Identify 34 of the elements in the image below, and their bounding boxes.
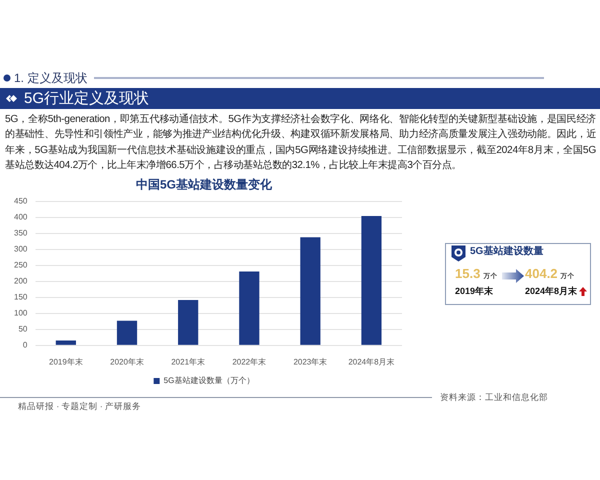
text: 5G，全称5th-generation，即第五代移动通信技术。5G作为支撑经济社会数字化、网络化、智能化转型的关键新型基础设施，是国民经济的基础性、先导性和引领性产业，能够为推进产业结构优化升级、构建双循环新发展格局、助力经济高质量发展注入强劲动能。因此，近年来，5G基站成为我国新一代信息技术基础设施建设的重点，国内5G网络建设持续推进。工信部数据显示，截至2024年8月末，全国5G基站总数达404.2万个，比上年末净增66.5万个，占移动基站总数的32.1%，占比较上年末提高3个百分点。 (5, 112, 596, 174)
chart-title: 中国5G基站建设数量变化 (136, 178, 273, 192)
y-tick-label: 400 (14, 212, 28, 222)
x-tick-label: 2022年末 (232, 357, 266, 366)
y-tick-label: 50 (18, 324, 28, 334)
text: 5G行业定义及现状 (24, 89, 150, 109)
text: 1. 定义及现状 (14, 70, 88, 86)
y-tick-label: 350 (14, 228, 28, 238)
legend-label: 5G基站建设数量（万个） (164, 376, 254, 386)
x-tick-label: 2020年末 (110, 357, 144, 366)
bar (56, 340, 76, 345)
y-tick-label: 200 (14, 276, 28, 286)
y-tick-label: 150 (14, 292, 28, 302)
y-tick-label: 450 (14, 196, 28, 206)
y-tick-label: 250 (14, 260, 28, 270)
text: 404.2 (525, 266, 558, 281)
bar (361, 216, 382, 345)
text: 5G基站建设数量 (470, 245, 544, 259)
text: 2019年末 (455, 285, 494, 298)
bar (178, 300, 198, 345)
text: 15.3 (455, 266, 480, 281)
x-tick-label: 2019年末 (49, 357, 83, 366)
x-tick-label: 2023年末 (293, 357, 328, 366)
y-tick-label: 100 (14, 308, 28, 318)
x-tick-label: 2021年末 (171, 357, 206, 366)
bar (300, 237, 320, 345)
text: 2024年8月末 (525, 285, 578, 298)
y-tick-label: 0 (22, 340, 28, 350)
bar (116, 320, 138, 345)
bar (239, 271, 260, 345)
text: 精品研报 · 专题定制 · 产研服务 (18, 400, 142, 412)
x-tick-label: 2024年8月末 (348, 357, 395, 366)
y-tick-label: 300 (14, 244, 28, 254)
text: 资料来源：工业和信息化部 (440, 391, 548, 403)
